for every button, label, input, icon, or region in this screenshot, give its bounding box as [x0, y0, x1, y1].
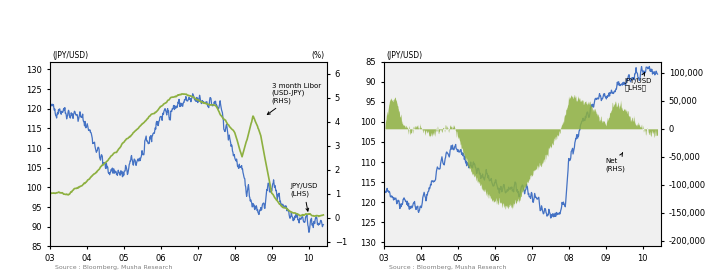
Text: (JPY/USD): (JPY/USD)	[53, 51, 89, 60]
Text: Difference  between  USD and JPY: Difference between USD and JPY	[7, 39, 207, 49]
Text: JPY/USD
(LHS): JPY/USD (LHS)	[290, 183, 318, 211]
Text: Source : Bloomberg, Musha Research: Source : Bloomberg, Musha Research	[390, 265, 507, 270]
Text: Net
(RHS): Net (RHS)	[606, 153, 626, 172]
Text: Figure 4 :  JPY/USD Exchange Rate and IMM: Figure 4 : JPY/USD Exchange Rate and IMM	[363, 12, 619, 22]
Text: 3 month Libor
(USD-JPY)
(RHS): 3 month Libor (USD-JPY) (RHS)	[267, 83, 321, 115]
Text: (%): (%)	[311, 51, 324, 60]
Text: (JPY/USD): (JPY/USD)	[387, 51, 423, 60]
Text: JPY/USD
（LHS）: JPY/USD （LHS）	[624, 73, 652, 91]
Text: Source : Bloomberg, Musha Research: Source : Bloomberg, Musha Research	[55, 265, 173, 270]
Text: Non-Commercial Net Position: Non-Commercial Net Position	[363, 39, 535, 49]
Text: Figure 3 :  JPY/USD Exchange Rate and 3 Month Libor: Figure 3 : JPY/USD Exchange Rate and 3 M…	[7, 12, 321, 22]
